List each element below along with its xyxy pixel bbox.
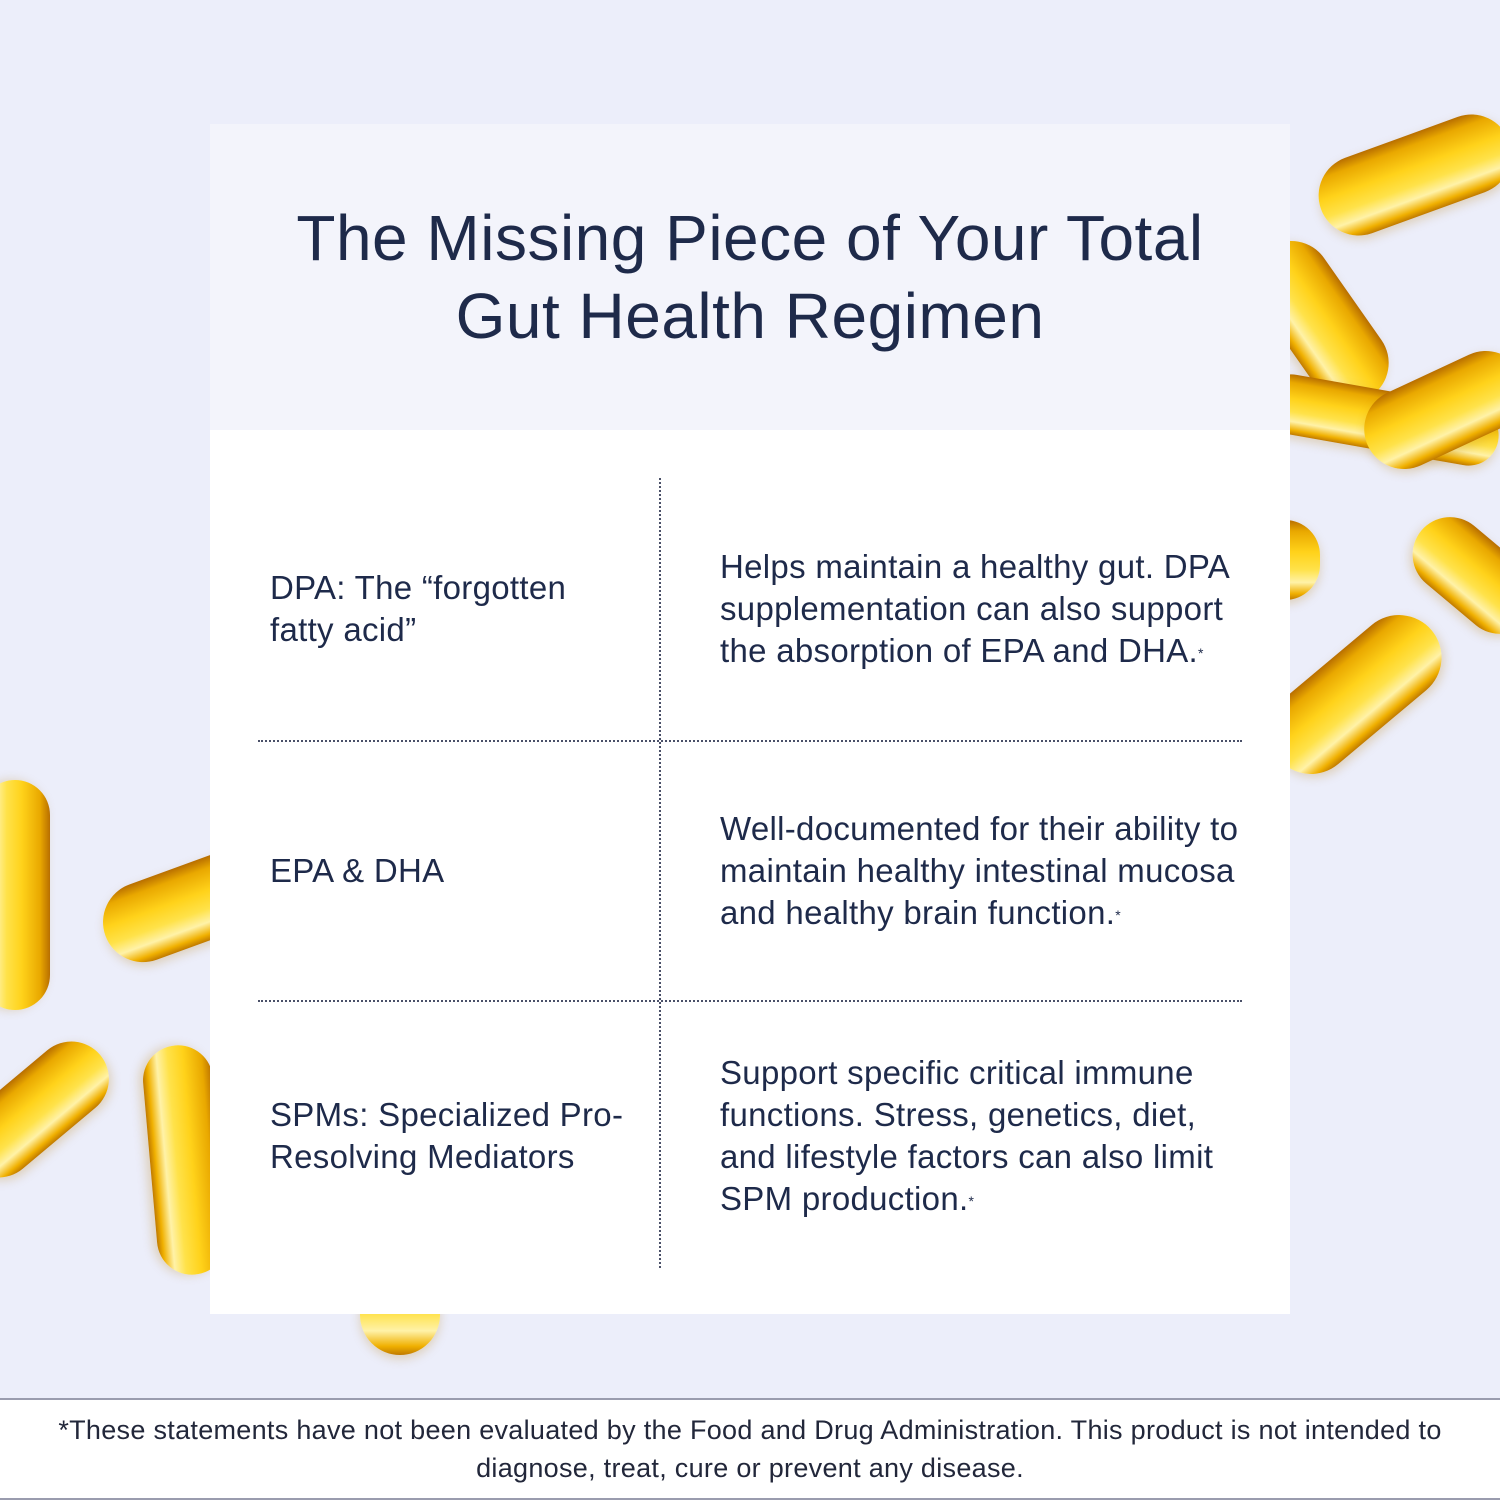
row-1-benefit: Helps maintain a healthy gut. DPA supple… bbox=[720, 478, 1240, 740]
fda-disclaimer: *These statements have not been evaluate… bbox=[58, 1415, 1442, 1483]
footnote-mark: * bbox=[1198, 645, 1204, 661]
disclaimer-bar: *These statements have not been evaluate… bbox=[0, 1398, 1500, 1500]
row-1-ingredient: DPA: The “forgotten fatty acid” bbox=[270, 478, 630, 740]
row-3-benefit: Support specific critical immune functio… bbox=[720, 1002, 1240, 1270]
benefit-text: Well-documented for their ability to mai… bbox=[720, 810, 1239, 931]
softgel-capsule-image bbox=[0, 780, 50, 1010]
row-2-benefit: Well-documented for their ability to mai… bbox=[720, 742, 1240, 1000]
footnote-mark: * bbox=[968, 1193, 975, 1209]
row-3-ingredient: SPMs: Specialized Pro-Resolving Mediator… bbox=[270, 1002, 630, 1270]
footnote-mark: * bbox=[1115, 907, 1121, 923]
comparison-card: The Missing Piece of Your Total Gut Heal… bbox=[210, 124, 1290, 1314]
softgel-capsule-image bbox=[0, 1026, 125, 1193]
ingredient-name: DPA: The “forgotten fatty acid” bbox=[270, 569, 567, 648]
row-divider bbox=[258, 740, 1242, 742]
column-divider bbox=[659, 478, 661, 1268]
benefit-text: Support specific critical immune functio… bbox=[720, 1054, 1214, 1217]
row-2-ingredient: EPA & DHA bbox=[270, 742, 630, 1000]
ingredient-name: SPMs: Specialized Pro-Resolving Mediator… bbox=[270, 1096, 624, 1175]
page-title: The Missing Piece of Your Total Gut Heal… bbox=[296, 202, 1204, 352]
ingredient-name: EPA & DHA bbox=[270, 852, 445, 889]
benefit-text: Helps maintain a healthy gut. DPA supple… bbox=[720, 548, 1229, 669]
row-divider bbox=[258, 1000, 1242, 1002]
softgel-capsule-image bbox=[1307, 103, 1500, 247]
card-header: The Missing Piece of Your Total Gut Heal… bbox=[210, 124, 1290, 430]
